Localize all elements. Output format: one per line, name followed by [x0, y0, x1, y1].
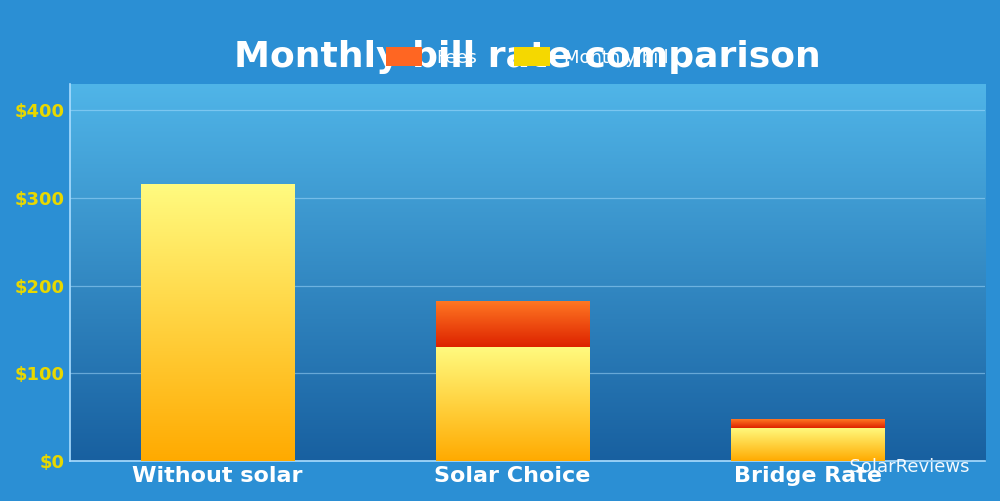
Legend: Fees, Monthly bill: Fees, Monthly bill	[386, 48, 669, 67]
Title: Monthly bill rate comparison: Monthly bill rate comparison	[234, 40, 821, 74]
Text: SolarReviews: SolarReviews	[838, 458, 970, 476]
